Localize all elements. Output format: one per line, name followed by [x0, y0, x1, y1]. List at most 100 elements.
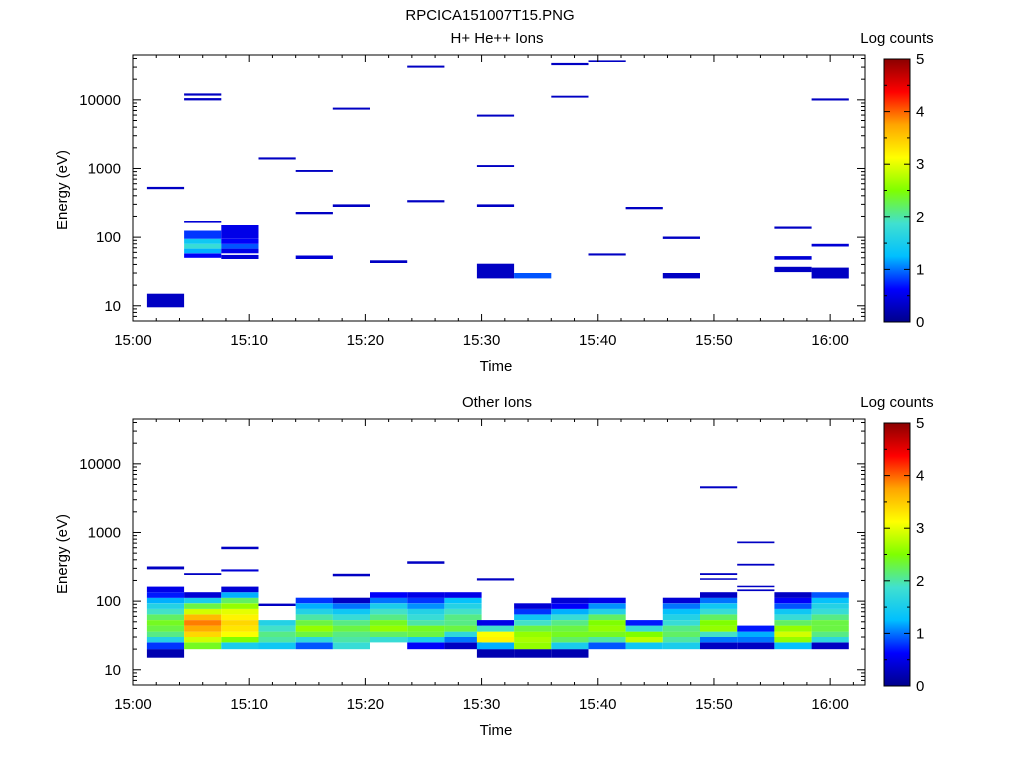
heatmap-cell: [295, 603, 333, 609]
heatmap-cell: [146, 637, 185, 643]
heatmap-cell: [184, 603, 222, 609]
figure-title: RPCICA151007T15.PNG: [405, 7, 574, 24]
heatmap-cell: [514, 631, 552, 637]
heatmap-cell: [444, 614, 482, 620]
heatmap-cell: [295, 614, 333, 620]
heatmap-cell: [737, 642, 775, 650]
heatmap-cell: [295, 608, 333, 615]
heatmap-cell: [184, 614, 222, 620]
x-tick-label: 15:50: [695, 332, 733, 349]
heatmap-cell: [407, 65, 445, 68]
heatmap-cell: [551, 597, 589, 604]
heatmap-cell: [476, 649, 515, 658]
y-tick-label: 10000: [79, 456, 121, 473]
heatmap-cell: [514, 614, 552, 620]
heatmap-cell: [551, 642, 589, 650]
heatmap-cell: [588, 597, 626, 604]
heatmap-cell: [146, 614, 185, 620]
heatmap-cell: [514, 649, 552, 658]
colorbar-tick-label: 0: [916, 678, 924, 695]
colorbar-label: Log counts: [860, 394, 933, 411]
heatmap-cell: [551, 95, 589, 98]
heatmap-cell: [407, 603, 445, 609]
heatmap-cell: [662, 614, 700, 620]
heatmap-cell: [551, 62, 589, 66]
heatmap-cell: [258, 625, 296, 632]
x-tick-label: 15:30: [463, 696, 501, 713]
heatmap-cell: [700, 597, 738, 604]
heatmap-cell: [700, 620, 738, 626]
heatmap-cell: [221, 238, 259, 244]
heatmap-cell: [332, 608, 370, 615]
heatmap-cell: [370, 592, 408, 598]
heatmap-cell: [551, 620, 589, 626]
heatmap-cell: [221, 597, 259, 604]
x-tick-label: 15:20: [347, 696, 385, 713]
heatmap-cell: [551, 603, 589, 609]
heatmap-cell: [662, 236, 700, 239]
heatmap-cell: [774, 608, 812, 615]
x-tick-label: 15:40: [579, 696, 617, 713]
heatmap-cell: [407, 631, 445, 637]
heatmap-cell: [146, 620, 185, 626]
heatmap-cell: [221, 254, 259, 259]
heatmap-cell: [221, 637, 259, 643]
heatmap-cell: [811, 597, 849, 604]
heatmap-cell: [700, 592, 738, 598]
heatmap-cell: [811, 642, 849, 650]
heatmap-cell: [700, 573, 738, 575]
colorbar-tick-label: 1: [916, 261, 924, 278]
colorbar-label: Log counts: [860, 30, 933, 47]
x-tick-label: 15:10: [230, 332, 268, 349]
heatmap-cell: [811, 625, 849, 632]
heatmap-cell: [588, 642, 626, 650]
heatmap-cell: [146, 642, 185, 650]
heatmap-cell: [514, 608, 552, 615]
heatmap-cell: [551, 614, 589, 620]
y-axis-label: Energy (eV): [54, 150, 71, 230]
heatmap-cell: [370, 603, 408, 609]
heatmap-cell: [444, 637, 482, 643]
heatmap-cell: [551, 649, 589, 658]
heatmap-cell: [221, 620, 259, 626]
heatmap-cell: [700, 631, 738, 637]
heatmap-cell: [476, 578, 515, 581]
heatmap-cell: [811, 98, 849, 101]
heatmap-cell: [184, 238, 222, 244]
heatmap-cell: [221, 248, 259, 254]
colorbar-tick-label: 4: [916, 468, 924, 485]
panel-h-he-ions: H+ He++ Ions Log counts Time Energy (eV)…: [54, 30, 934, 375]
heatmap-cell: [662, 625, 700, 632]
heatmap-cell: [184, 573, 222, 575]
heatmap-cell: [476, 204, 515, 207]
heatmap-cell: [662, 642, 700, 650]
heatmap-cell: [332, 637, 370, 643]
heatmap-cell: [184, 93, 222, 96]
heatmap-cell: [588, 637, 626, 643]
heatmap-cell: [407, 614, 445, 620]
heatmap-cell: [332, 620, 370, 626]
heatmap-cell: [370, 631, 408, 637]
heatmap-cell: [221, 569, 259, 572]
heatmap-cell: [146, 597, 185, 604]
heatmap-cell: [476, 637, 515, 643]
heatmap-cell: [407, 592, 445, 598]
heatmap-cell: [221, 225, 259, 239]
heatmap-cell: [370, 260, 408, 263]
heatmap-cell: [444, 642, 482, 650]
y-tick-label: 10: [104, 662, 121, 679]
heatmap-cell: [332, 631, 370, 637]
heatmap-cell: [774, 637, 812, 643]
heatmap-cell: [551, 637, 589, 643]
heatmap-cell: [774, 603, 812, 609]
heatmap-cell: [295, 642, 333, 650]
heatmap-cell: [221, 586, 259, 593]
heatmap-cell: [184, 620, 222, 626]
x-tick-label: 15:10: [230, 696, 268, 713]
heatmap-cell: [476, 625, 515, 632]
heatmap-cell: [407, 642, 445, 650]
heatmap-cell: [514, 603, 552, 609]
heatmap-cell: [370, 614, 408, 620]
heatmap-cell: [811, 592, 849, 598]
